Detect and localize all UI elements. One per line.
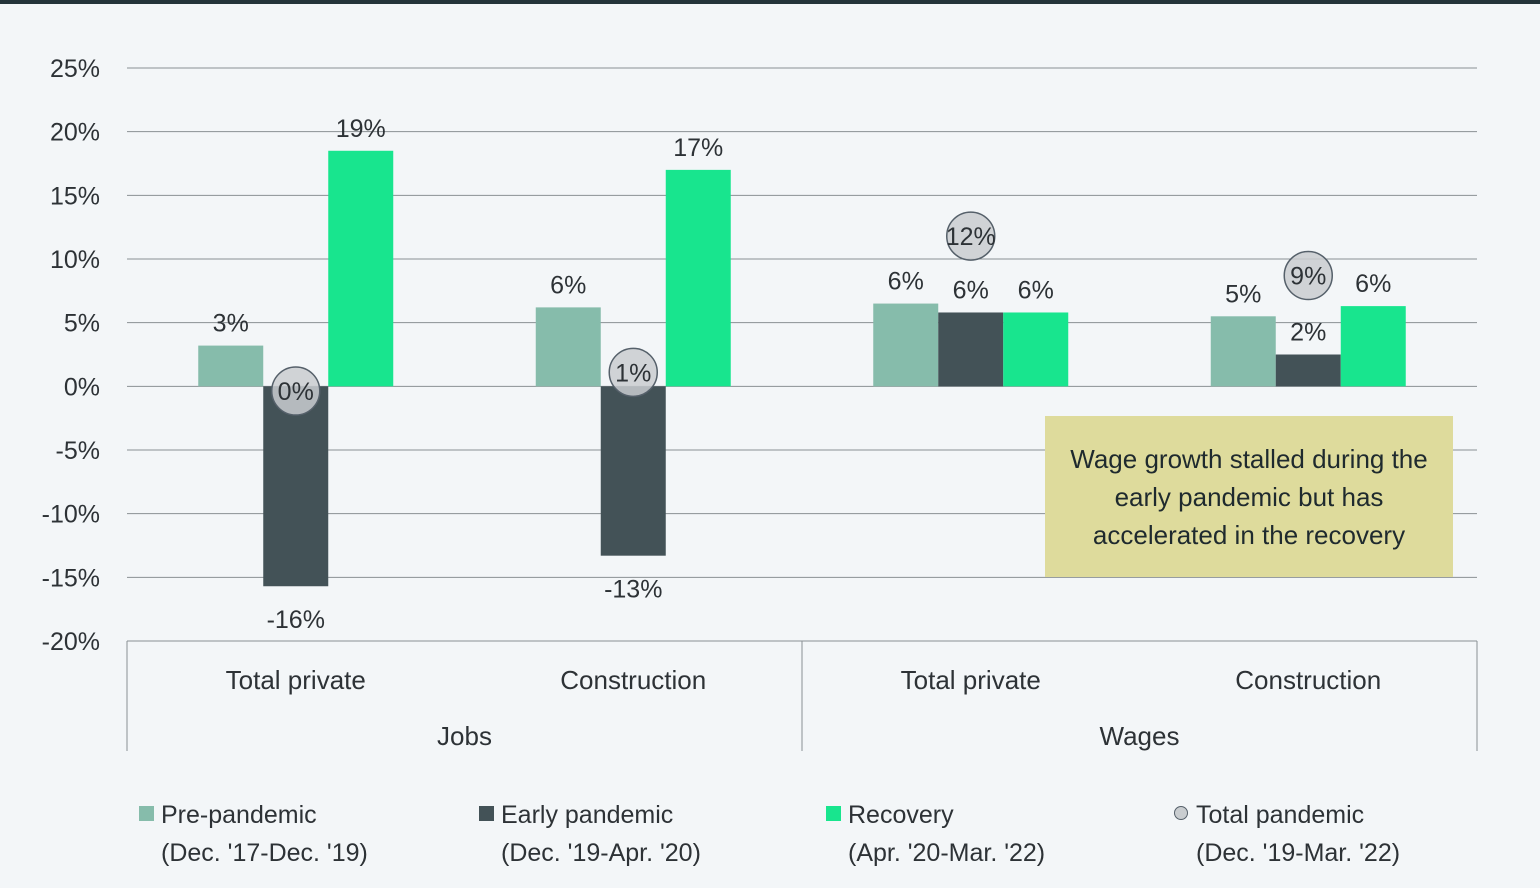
legend-sublabel: (Dec. '19-Apr. '20) (501, 839, 701, 867)
bar (665, 169, 731, 387)
x-category-label: Total private (226, 665, 366, 695)
top-rule (0, 0, 1540, 4)
legend-swatch-early-pandemic (479, 806, 494, 821)
legend-swatch-recovery (826, 806, 841, 821)
y-tick-label: 10% (50, 246, 100, 274)
legend-label: Pre-pandemic (161, 801, 317, 829)
grouped-bar-chart: 25% 20% 15% 10% 5% 0% -5% -10% -15% -20% 3% -16% 19%… (42, 55, 1478, 751)
bar (938, 312, 1004, 387)
y-tick-label: 25% (50, 55, 100, 83)
bar (263, 386, 329, 587)
total-pandemic-marker (608, 347, 658, 398)
bar (1003, 312, 1069, 387)
x-category-label: Total private (901, 665, 1041, 695)
y-tick-label: 20% (50, 119, 100, 147)
legend-item-pre-pandemic: Pre-pandemic (Dec. '17-Dec. '19) (139, 796, 368, 872)
total-pandemic-label: 1% (615, 359, 651, 387)
bar (1275, 354, 1341, 387)
y-tick-label: 5% (64, 310, 100, 338)
data-label: 17% (673, 134, 723, 162)
legend-swatch-pre-pandemic (139, 806, 154, 821)
data-label: -13% (604, 576, 662, 604)
chart-legend: Pre-pandemic (Dec. '17-Dec. '19) Early p… (0, 796, 1540, 876)
bar (873, 303, 939, 387)
legend-sublabel: (Dec. '19-Mar. '22) (1196, 839, 1401, 867)
bar (328, 150, 394, 387)
data-label: 6% (1355, 270, 1391, 298)
data-label: 6% (953, 276, 989, 304)
x-group-label: Wages (1100, 721, 1180, 751)
bar (1210, 316, 1276, 387)
data-label: 2% (1290, 319, 1326, 347)
legend-label: Early pandemic (501, 801, 674, 829)
x-group-label: Jobs (437, 721, 492, 751)
legend-circle-total-pandemic (1174, 806, 1188, 820)
callout-text: Wage growth stalled during the early pan… (1070, 443, 1428, 550)
bar (198, 345, 264, 387)
data-label: 6% (550, 271, 586, 299)
y-tick-label: 15% (50, 182, 100, 210)
total-pandemic-label: 12% (946, 223, 996, 251)
x-category-label: Construction (560, 665, 706, 695)
data-label: 6% (1018, 276, 1054, 304)
legend-label: Recovery (848, 801, 954, 829)
bar (600, 386, 666, 556)
y-tick-label: 0% (64, 373, 100, 401)
data-label: 19% (336, 115, 386, 143)
y-tick-label: -15% (42, 564, 100, 592)
legend-sublabel: (Dec. '17-Dec. '19) (161, 839, 368, 867)
legend-label: Total pandemic (1196, 801, 1365, 829)
total-pandemic-marker (271, 366, 321, 416)
bar (1340, 306, 1406, 387)
x-category-label: Construction (1235, 665, 1381, 695)
data-label: 6% (888, 268, 924, 296)
total-pandemic-marker (1283, 250, 1333, 301)
bar (535, 307, 601, 387)
total-pandemic-marker (946, 211, 996, 261)
callout-annotation: Wage growth stalled during the early pan… (1045, 416, 1453, 577)
y-tick-label: -20% (42, 628, 100, 656)
legend-item-early-pandemic: Early pandemic (Dec. '19-Apr. '20) (479, 796, 701, 872)
legend-sublabel: (Apr. '20-Mar. '22) (848, 839, 1046, 867)
total-pandemic-label: 9% (1290, 263, 1326, 291)
total-pandemic-label: 0% (278, 378, 314, 406)
y-tick-label: -10% (42, 501, 100, 529)
y-tick-label: -5% (56, 437, 100, 465)
data-label: 3% (213, 310, 249, 338)
data-label: -16% (267, 606, 325, 634)
legend-item-recovery: Recovery (Apr. '20-Mar. '22) (826, 796, 1046, 872)
data-label: 5% (1225, 280, 1261, 308)
legend-item-total-pandemic: Total pandemic (Dec. '19-Mar. '22) (1174, 796, 1401, 872)
